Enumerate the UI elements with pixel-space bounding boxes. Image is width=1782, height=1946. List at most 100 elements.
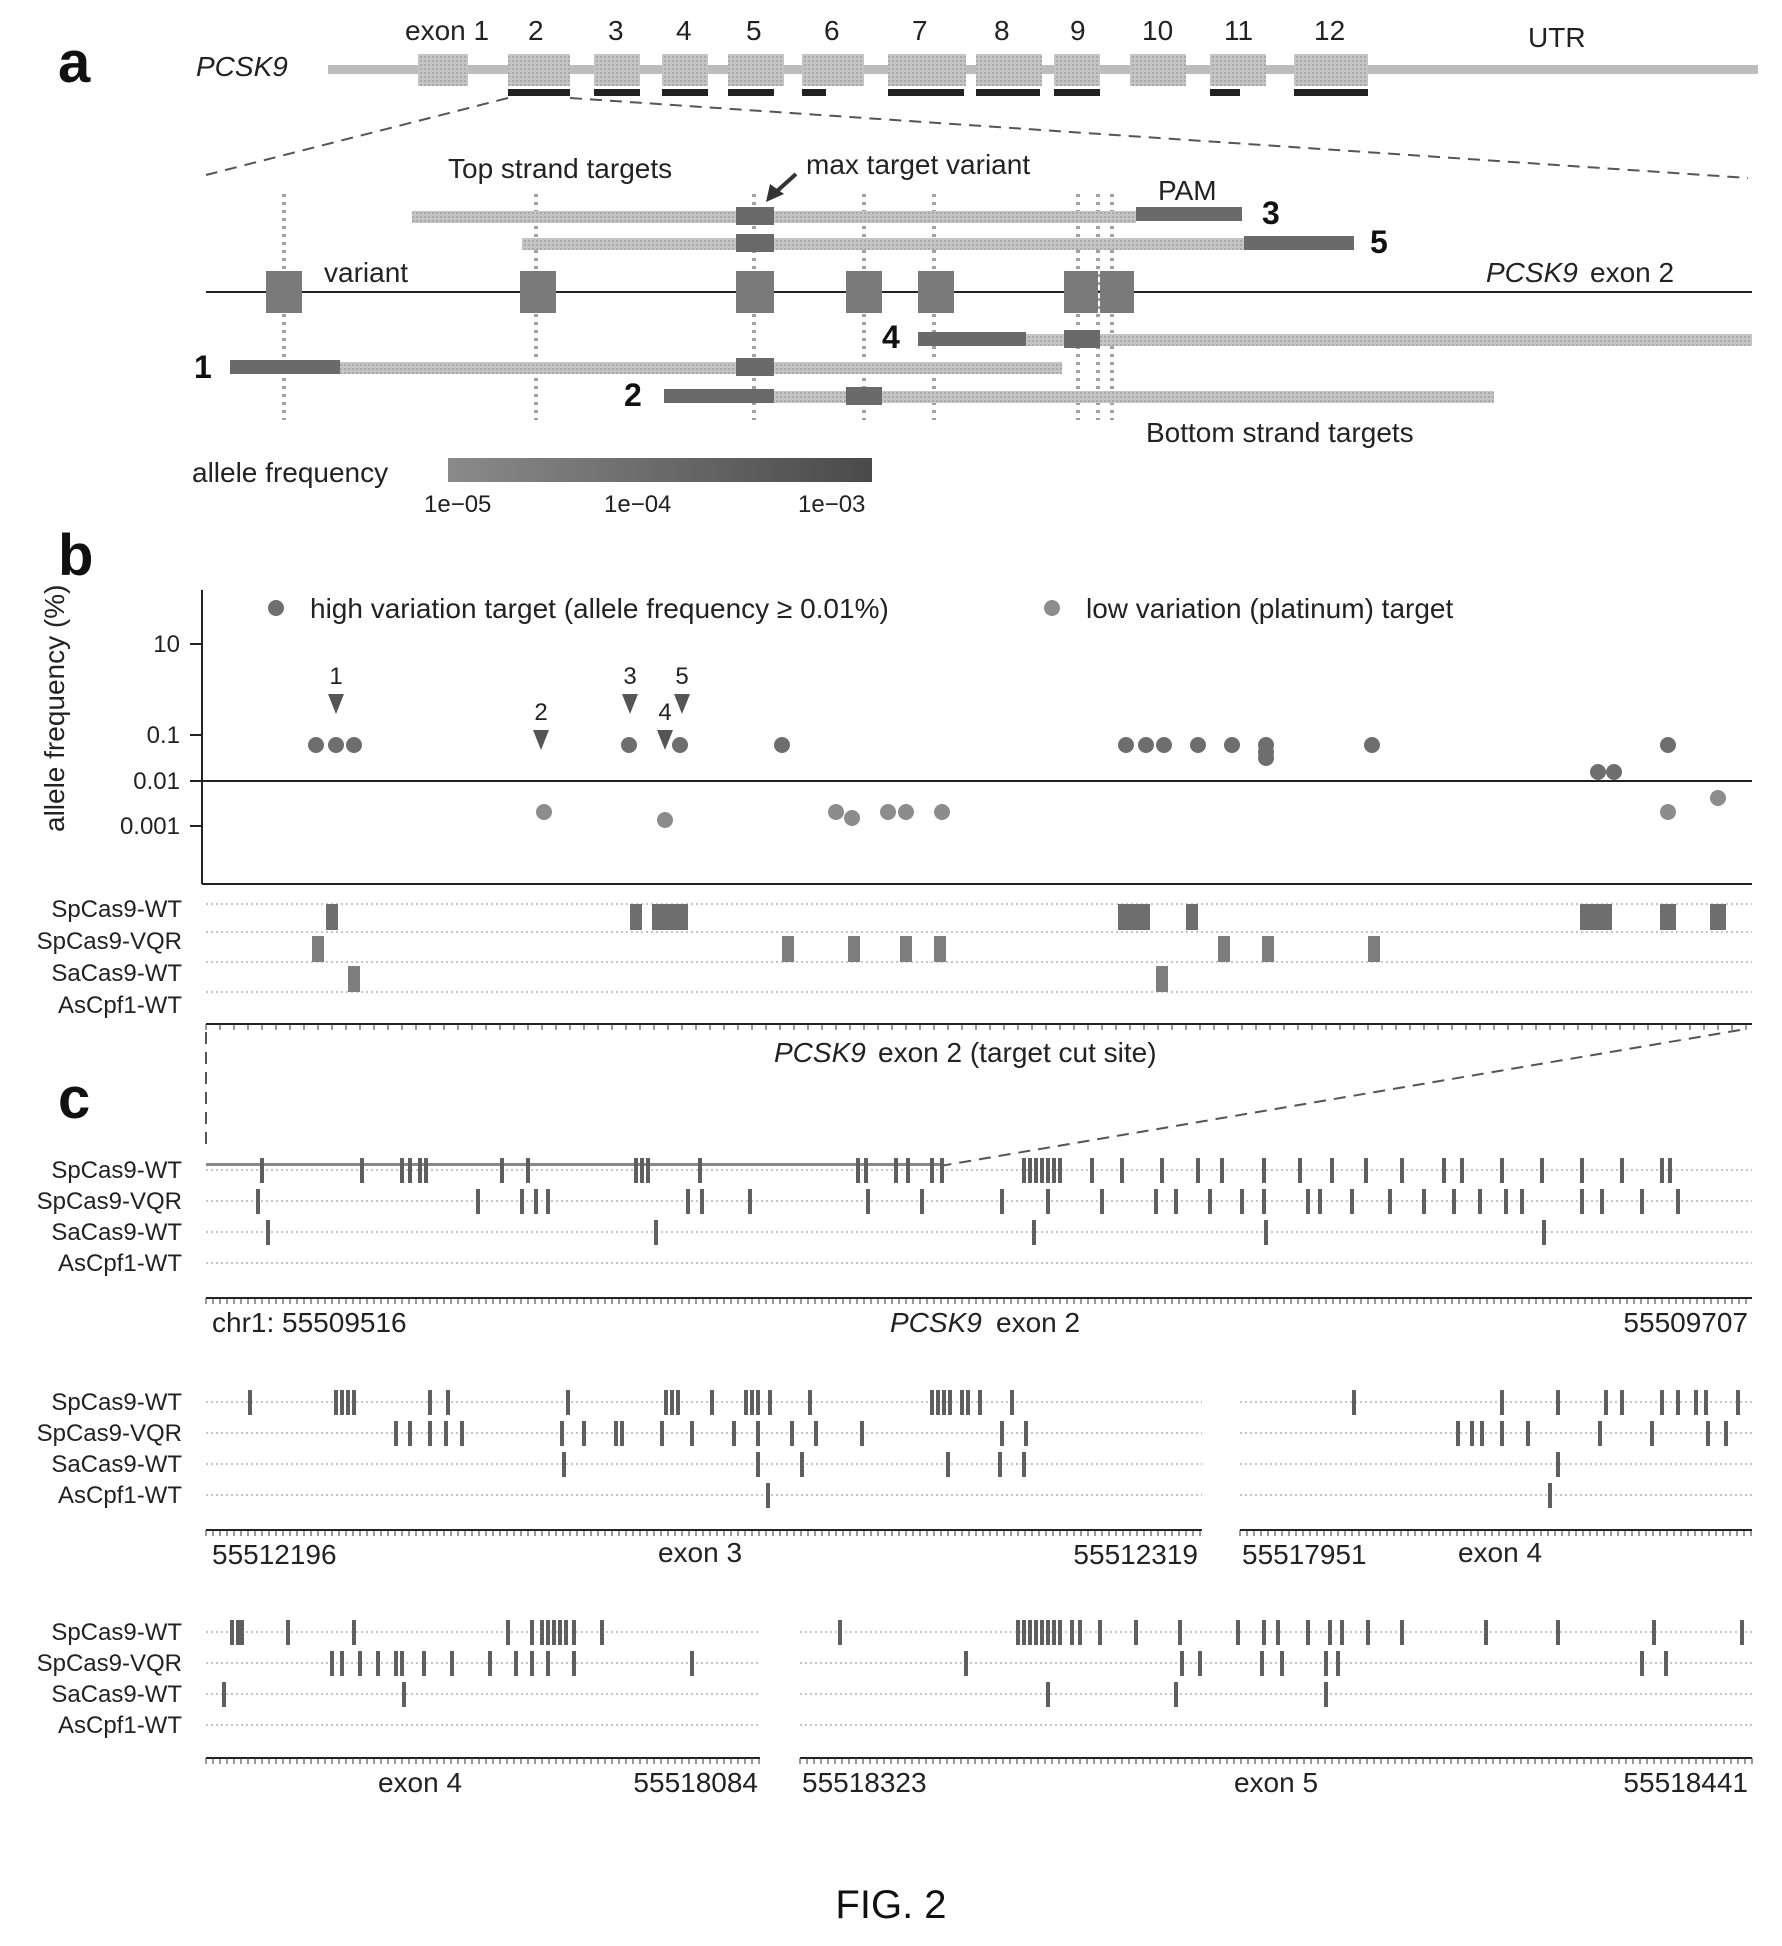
figure-caption: FIG. 2 <box>835 1883 946 1927</box>
cut-site-mark <box>330 1651 334 1676</box>
target-arrows <box>328 694 690 750</box>
block-exon2: chr1: 55509516 PCSK9 exon 2 55509707 <box>205 1158 1752 1338</box>
panel-c-blocks: SpCas9-WT SpCas9-VQR SaCas9-WT AsCpf1-WT chr… <box>37 1157 1753 1798</box>
cut-site-mark <box>1540 1158 1544 1183</box>
cut-site-mark <box>1022 1620 1026 1645</box>
track-label-spcas9-vqr: SpCas9-VQR <box>37 1650 182 1677</box>
track-label-ascpf1-wt: AsCpf1-WT <box>58 1482 182 1509</box>
cut-site-mark <box>1098 1620 1102 1645</box>
cut-site-mark <box>748 1189 752 1214</box>
cut-site-mark <box>1000 1189 1004 1214</box>
exon2-gene-label: PCSK9 <box>1486 257 1578 288</box>
cut-site-mark <box>864 1158 868 1183</box>
cut-site-mark <box>750 1390 754 1415</box>
exon-label-6: 6 <box>824 15 840 46</box>
cut-site-mark <box>894 1158 898 1183</box>
exon-9 <box>1054 54 1100 86</box>
cut-site-mark <box>1262 936 1274 962</box>
cut-site-mark <box>230 1620 234 1645</box>
cut-site-mark <box>1040 1158 1044 1183</box>
cut-site-mark <box>1580 1158 1584 1183</box>
cut-site-mark <box>256 1189 260 1214</box>
allele-frequency-scale-label: allele frequency <box>192 457 388 488</box>
cut-site-mark <box>790 1421 794 1446</box>
track-label-sacas9-wt: SaCas9-WT <box>51 1681 182 1708</box>
cut-site-mark <box>940 1158 944 1183</box>
block-exon4a: 55517951 exon 4 <box>1239 1390 1752 1570</box>
target-number-5: 5 <box>1370 224 1388 260</box>
y-tick-0.01: 0.01 <box>133 768 180 795</box>
cut-site-mark <box>312 936 324 962</box>
cut-site-mark <box>948 1390 952 1415</box>
cut-site-mark <box>768 1390 772 1415</box>
cut-site-mark <box>1022 1452 1026 1477</box>
allele-frequency-scale-ticks: 1e−05 1e−04 1e−03 <box>424 491 865 518</box>
cut-site-mark <box>866 1189 870 1214</box>
exon5-right-coord: 55518441 <box>1623 1767 1748 1798</box>
cut-site-mark <box>664 904 676 930</box>
cut-site-mark <box>546 1651 550 1676</box>
exon-11 <box>1210 54 1266 86</box>
cut-site-mark <box>1198 1651 1202 1676</box>
cut-site-mark <box>1604 1390 1608 1415</box>
target-number-3: 3 <box>1262 195 1280 231</box>
cut-site-mark <box>1620 1158 1624 1183</box>
cut-site-mark <box>360 1158 364 1183</box>
track-label-spcas9-wt: SpCas9-WT <box>51 896 182 923</box>
cut-site-mark <box>1328 1620 1332 1645</box>
cut-site-mark <box>266 1220 270 1245</box>
cut-site-mark <box>1154 1189 1158 1214</box>
cut-site-mark <box>1526 1421 1530 1446</box>
cut-site-mark <box>352 1620 356 1645</box>
cut-site-mark <box>334 1390 338 1415</box>
cut-site-mark <box>800 1452 804 1477</box>
block-exon4b: exon 4 55518084 <box>205 1620 760 1798</box>
block-exon5: 55518323 exon 5 55518441 <box>799 1620 1753 1798</box>
cut-site-mark <box>998 1452 1002 1477</box>
track-label-sacas9-wt: SaCas9-WT <box>51 1451 182 1478</box>
exon2-title-suffix: exon 2 <box>996 1307 1080 1338</box>
scale-tick-1e-03: 1e−03 <box>798 491 865 518</box>
exon-label-11: 11 <box>1224 15 1253 46</box>
cut-site-mark <box>808 1390 812 1415</box>
cut-site-mark <box>1660 1390 1664 1415</box>
cut-site-mark <box>546 1189 550 1214</box>
bottom-target-1 <box>230 358 1062 376</box>
legend-low-marker <box>1044 600 1060 616</box>
cut-site-mark <box>1000 1421 1004 1446</box>
variant-boxes <box>266 271 1134 313</box>
cut-site-mark <box>340 1390 344 1415</box>
cut-site-mark <box>446 1390 450 1415</box>
exon-8 <box>976 54 1042 86</box>
zoom-line-right <box>569 97 1749 179</box>
top-target-5 <box>522 234 1354 252</box>
exon5-left-coord: 55518323 <box>802 1767 927 1798</box>
cut-site-mark <box>1032 1220 1036 1245</box>
cut-site-mark <box>562 1452 566 1477</box>
cut-site-mark <box>1740 1620 1744 1645</box>
cut-site-mark <box>1070 1620 1074 1645</box>
cut-site-mark <box>572 1620 576 1645</box>
cut-site-mark <box>500 1158 504 1183</box>
cut-site-mark <box>1364 1158 1368 1183</box>
exon4b-title: exon 4 <box>378 1767 462 1798</box>
max-target-arrow <box>766 172 798 202</box>
variant-guide-lines <box>282 194 1114 420</box>
cut-site-mark <box>1664 904 1676 930</box>
cut-site-mark <box>856 1158 860 1183</box>
cut-site-mark <box>1400 1620 1404 1645</box>
cut-site-mark <box>1016 1620 1020 1645</box>
cut-site-mark <box>1336 1651 1340 1676</box>
cut-site-mark <box>248 1390 252 1415</box>
cut-site-mark <box>534 1189 538 1214</box>
panel-b-x-suffix: exon 2 (target cut site) <box>878 1037 1157 1068</box>
cut-site-mark <box>1262 1620 1266 1645</box>
top-target-3 <box>412 207 1242 225</box>
cut-site-mark <box>444 1421 448 1446</box>
gene-model: exon 1 2 3 4 5 6 7 8 9 10 11 12 UTR <box>328 15 1758 96</box>
cut-site-mark <box>1046 1158 1050 1183</box>
cut-site-mark <box>400 1158 404 1183</box>
cut-site-mark <box>960 1390 964 1415</box>
utr-label: UTR <box>1528 22 1586 53</box>
panel-b-track-labels: SpCas9-WT SpCas9-VQR SaCas9-WT AsCpf1-WT <box>37 896 183 1019</box>
